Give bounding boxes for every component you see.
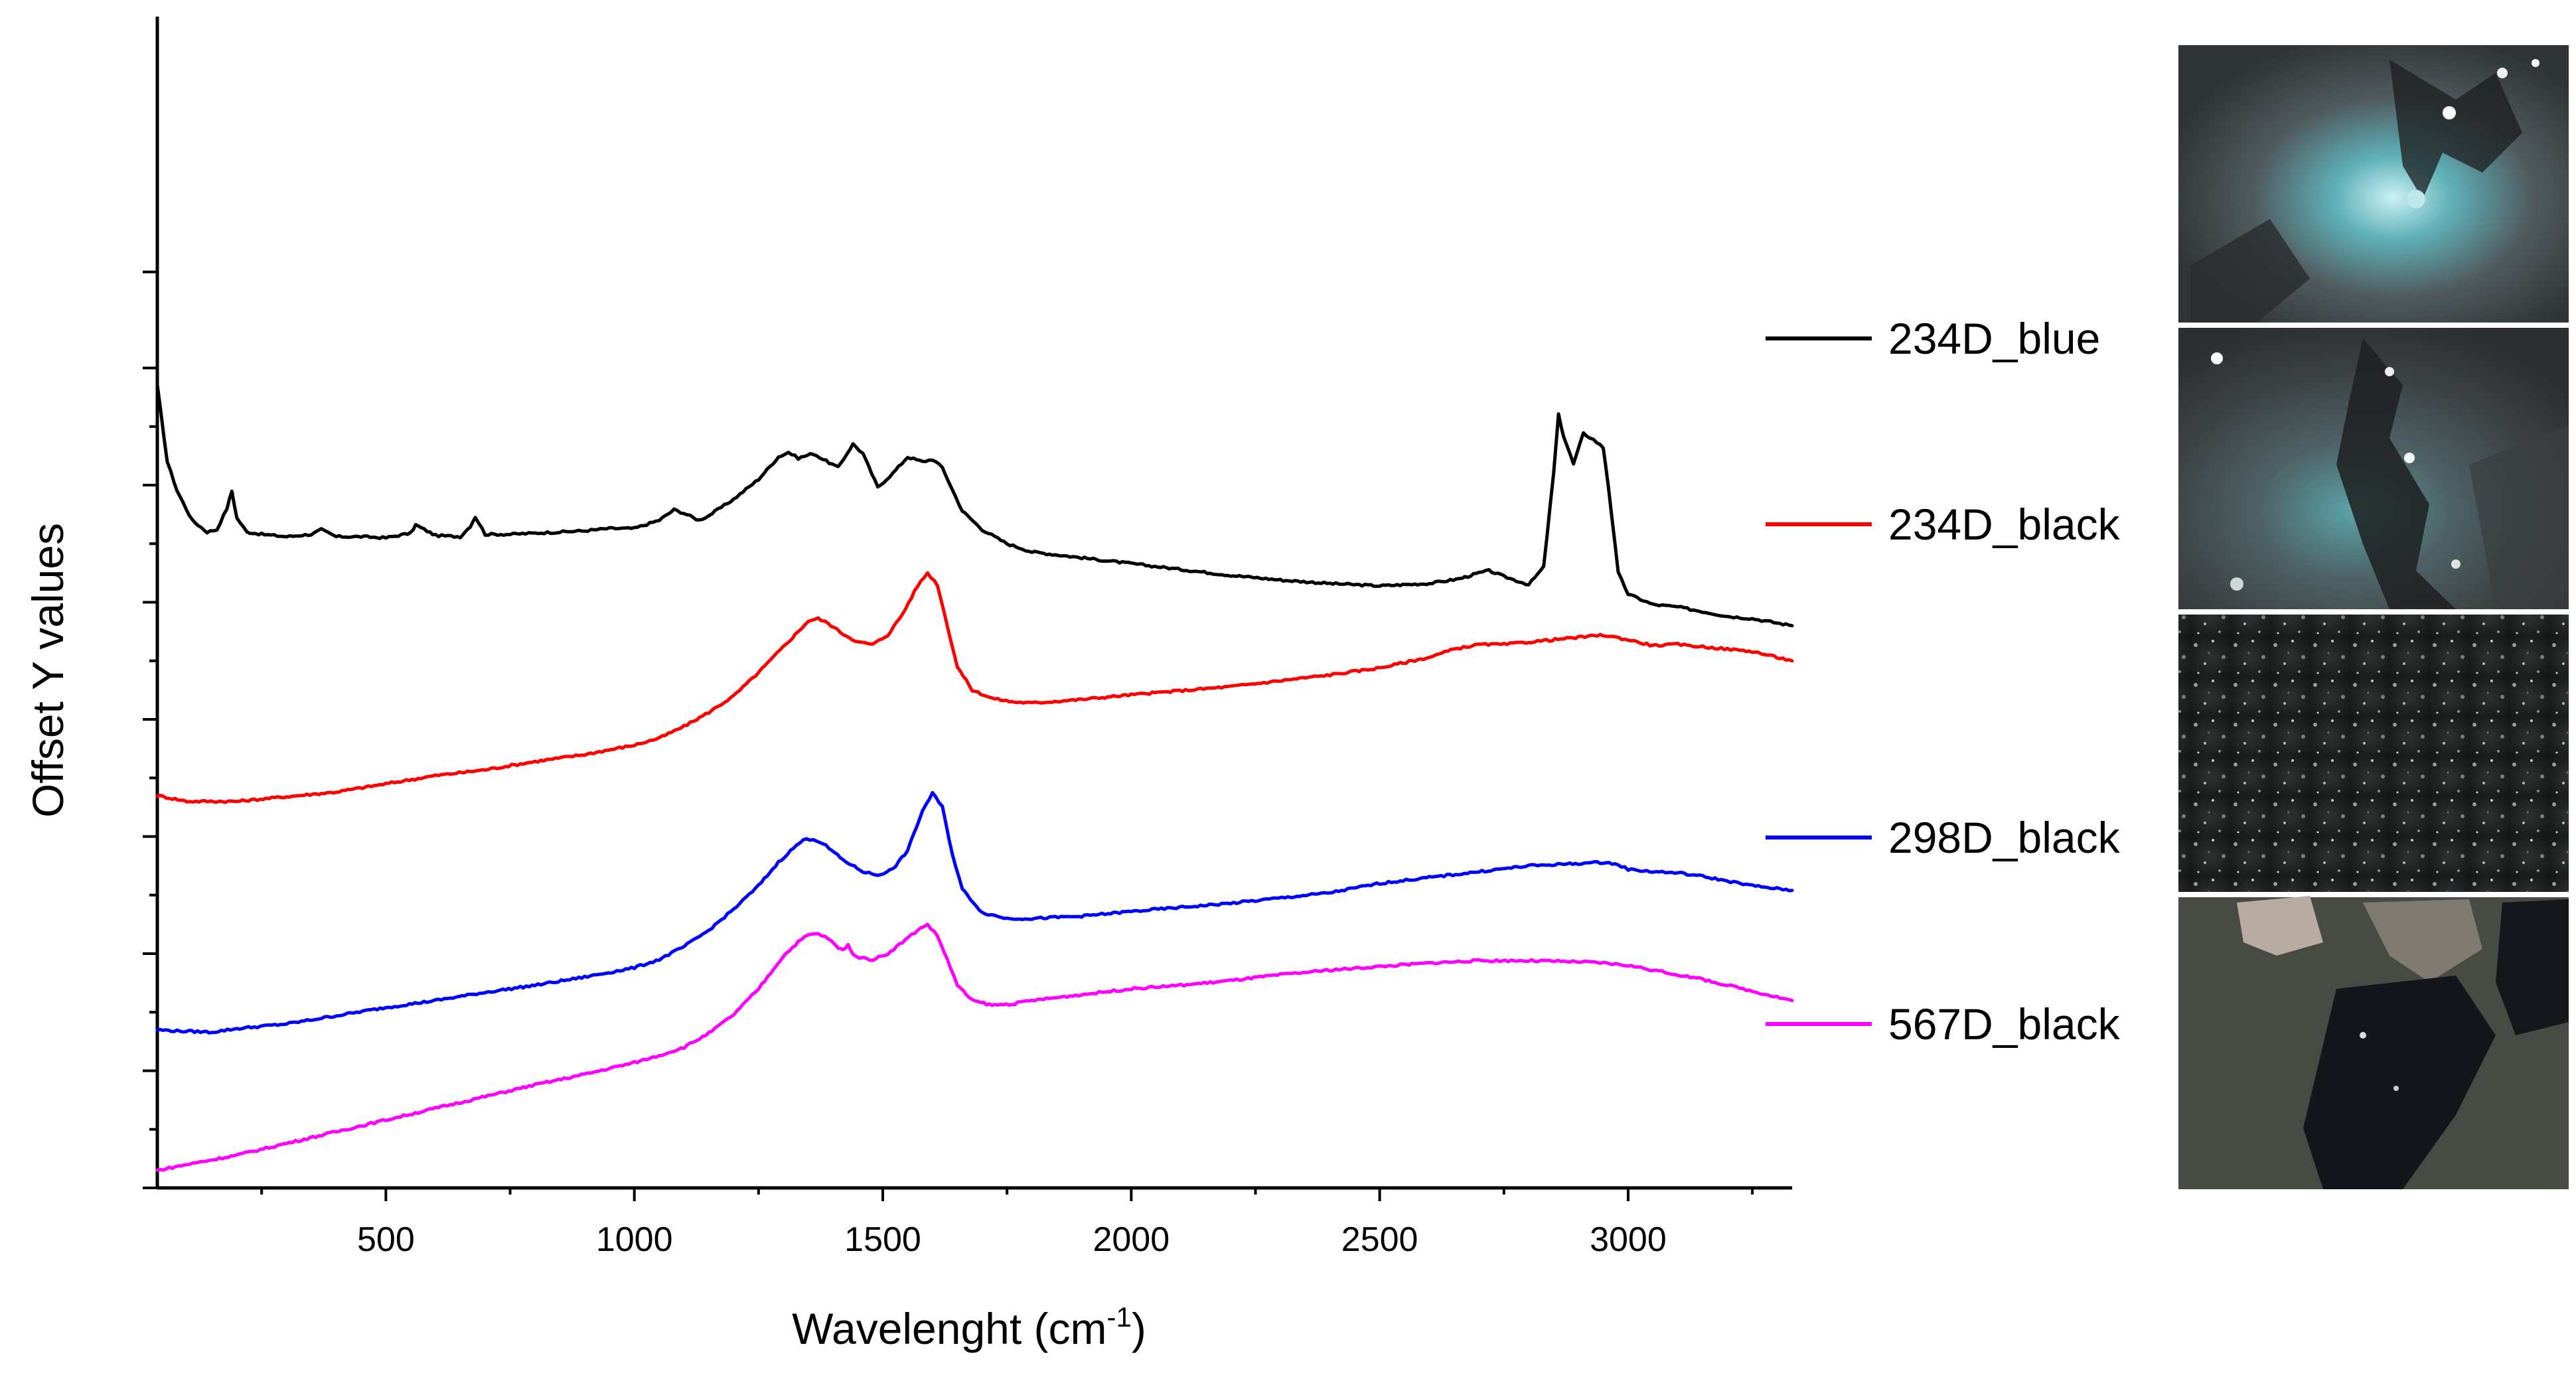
- series-line-567D_black: [155, 922, 1794, 1172]
- micrograph-298D_black: [2178, 615, 2569, 892]
- spectra-series: [155, 383, 1794, 1172]
- series-line-234D_blue: [155, 383, 1794, 628]
- plot-axes: 500 1000 1500 2000 2500 3000: [143, 17, 1792, 1259]
- x-tick-label-1500: 1500: [844, 1220, 921, 1259]
- legend-item-234D_black: 234D_black: [1766, 500, 2121, 549]
- x-tick-label-2000: 2000: [1093, 1220, 1170, 1259]
- x-tick-label-3000: 3000: [1590, 1220, 1667, 1259]
- y-axis-title: Offset Y values: [23, 523, 72, 818]
- x-axis-ticks: 500 1000 1500 2000 2500 3000: [260, 1188, 1754, 1259]
- x-axis-title-tail: ): [1132, 1304, 1146, 1353]
- y-axis-ticks: [143, 270, 157, 1189]
- x-tick-label-2500: 2500: [1341, 1220, 1418, 1259]
- x-axis-title: Wavelenght (cm-1): [792, 1301, 1146, 1353]
- legend-item-234D_blue: 234D_blue: [1766, 314, 2100, 363]
- legend-item-298D_black: 298D_black: [1766, 813, 2121, 862]
- legend-item-567D_black: 567D_black: [1766, 999, 2121, 1049]
- x-tick-label-500: 500: [357, 1220, 415, 1259]
- micrograph-234D_blue: [2178, 45, 2569, 323]
- legend-label-234D_blue: 234D_blue: [1888, 314, 2100, 363]
- series-line-298D_black: [155, 790, 1794, 1035]
- series-line-234D_black: [155, 571, 1794, 804]
- micrograph-234D_black: [2178, 328, 2569, 609]
- micrograph-panels: [2178, 45, 2569, 1189]
- legend-label-567D_black: 567D_black: [1888, 999, 2121, 1049]
- x-axis-title-sup: -1: [1107, 1301, 1132, 1333]
- legend: 234D_blue 234D_black 298D_black 567D_bla…: [1766, 314, 2121, 1049]
- legend-label-298D_black: 298D_black: [1888, 813, 2121, 862]
- legend-label-234D_black: 234D_black: [1888, 500, 2121, 549]
- x-tick-label-1000: 1000: [596, 1220, 673, 1259]
- x-axis-title-main: Wavelenght (cm: [792, 1304, 1106, 1353]
- micrograph-567D_black: [2178, 896, 2569, 1189]
